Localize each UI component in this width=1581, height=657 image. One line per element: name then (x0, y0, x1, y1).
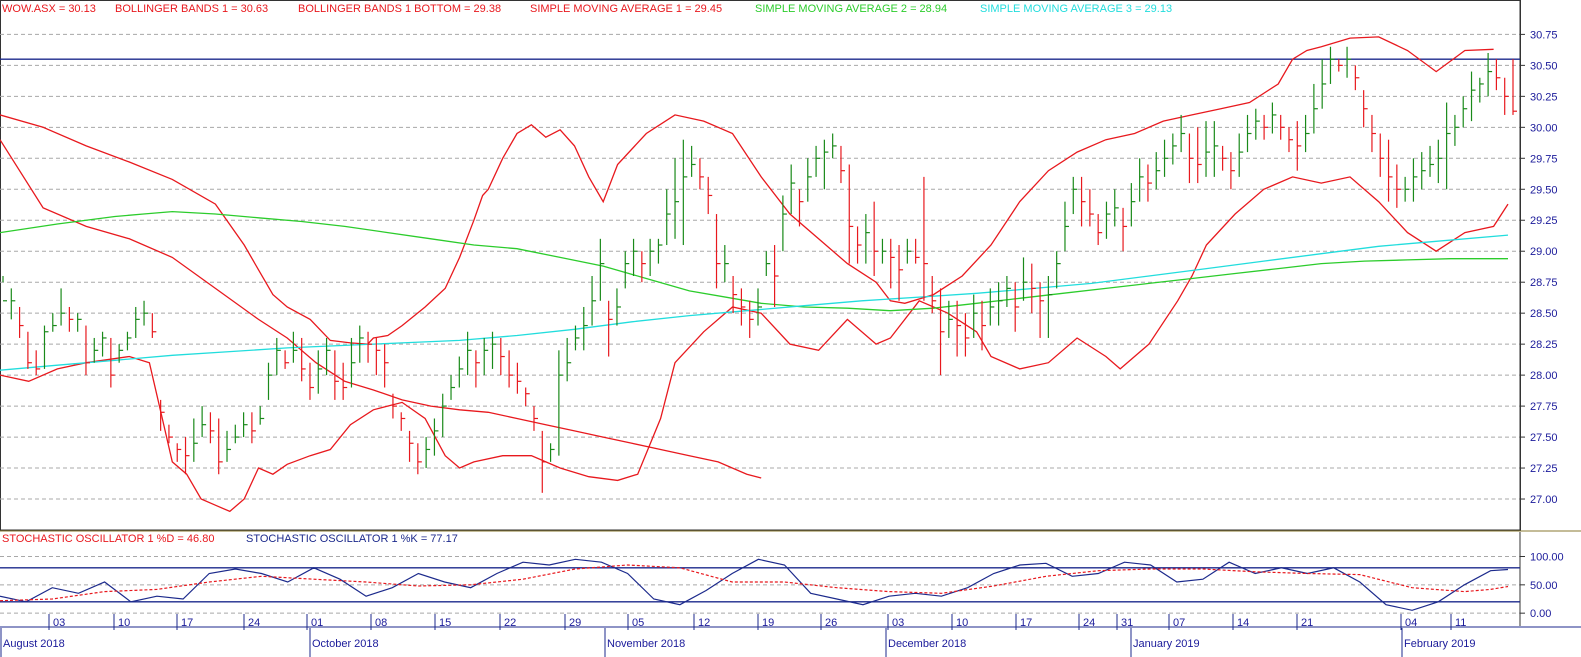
day-label: 24 (1083, 617, 1095, 629)
month-label: November 2018 (607, 638, 685, 650)
day-label: 10 (118, 617, 130, 629)
bollinger-bands-1-bottom-line (0, 176, 1509, 513)
day-label: 19 (762, 617, 774, 629)
month-label: December 2018 (888, 638, 966, 650)
price-tick-label: 27.50 (1530, 432, 1558, 444)
stoch-legend-entry: STOCHASTIC OSCILLATOR 1 %K = 77.17 (246, 533, 458, 545)
price-legend-entry: WOW.ASX = 30.13 (2, 3, 96, 15)
month-label: January 2019 (1133, 638, 1200, 650)
price-legend-entry: SIMPLE MOVING AVERAGE 1 = 29.45 (530, 3, 722, 15)
month-label: October 2018 (312, 638, 379, 650)
price-legend-entry: SIMPLE MOVING AVERAGE 2 = 28.94 (755, 3, 947, 15)
price-legend-entry: SIMPLE MOVING AVERAGE 3 = 29.13 (980, 3, 1172, 15)
stochastic-d-line (0, 564, 1509, 602)
day-label: 12 (698, 617, 710, 629)
simple-moving-average-1-line (0, 139, 762, 479)
stoch-tick-label: 0.00 (1530, 608, 1551, 620)
price-tick-label: 28.75 (1530, 277, 1558, 289)
day-label: 07 (1173, 617, 1185, 629)
price-tick-label: 27.00 (1530, 494, 1558, 506)
price-tick-label: 29.25 (1530, 215, 1558, 227)
day-label: 10 (956, 617, 968, 629)
day-label: 21 (1301, 617, 1313, 629)
day-label: 11 (1455, 617, 1466, 629)
day-label: 01 (311, 617, 323, 629)
day-label: 24 (248, 617, 260, 629)
price-tick-label: 30.00 (1530, 122, 1558, 134)
price-legend-entry: BOLLINGER BANDS 1 BOTTOM = 29.38 (298, 3, 501, 15)
price-tick-label: 27.75 (1530, 401, 1558, 413)
price-tick-label: 30.75 (1530, 29, 1558, 41)
price-tick-label: 29.75 (1530, 153, 1558, 165)
simple-moving-average-2-line (0, 210, 1508, 312)
day-label: 04 (1405, 617, 1417, 629)
day-label: 03 (53, 617, 65, 629)
simple-moving-average-3-line (0, 234, 1509, 371)
day-label: 03 (892, 617, 904, 629)
price-tick-label: 30.25 (1530, 91, 1558, 103)
day-label: 31 (1121, 617, 1133, 629)
price-tick-label: 27.25 (1530, 463, 1558, 475)
price-tick-label: 28.50 (1530, 308, 1558, 320)
price-tick-label: 28.00 (1530, 370, 1558, 382)
day-label: 26 (825, 617, 837, 629)
day-label: 14 (1237, 617, 1249, 629)
day-label: 29 (569, 617, 581, 629)
day-label: 08 (375, 617, 387, 629)
price-tick-label: 29.00 (1530, 246, 1558, 258)
bollinger-bands-1-line (0, 36, 1494, 345)
month-label: February 2019 (1404, 638, 1476, 650)
day-label: 17 (1020, 617, 1032, 629)
day-label: 17 (181, 617, 193, 629)
price-tick-label: 30.50 (1530, 60, 1558, 72)
stoch-tick-label: 50.00 (1530, 580, 1558, 592)
stoch-tick-label: 100.00 (1530, 552, 1564, 564)
month-label: August 2018 (3, 638, 65, 650)
stochastic-panel: 100.00 50.00 0.00 STOCHASTIC OSCILLATOR 1 %… (0, 532, 1564, 626)
day-label: 15 (439, 617, 451, 629)
stoch-legend-entry: STOCHASTIC OSCILLATOR 1 %D = 46.80 (2, 533, 214, 545)
price-tick-label: 29.50 (1530, 184, 1558, 196)
price-panel: 30.75 30.50 30.25 30.00 29.75 29.50 29.25 29.00… (0, 0, 1581, 532)
price-legend-entry: BOLLINGER BANDS 1 = 30.63 (115, 3, 268, 15)
day-label: 05 (632, 617, 644, 629)
date-axis: 03 10 17 24 01 08 15 22 29 05 12 19 26 03 10 17 24 31 07 14… (0, 614, 1581, 657)
day-label: 22 (504, 617, 516, 629)
price-tick-label: 28.25 (1530, 339, 1558, 351)
